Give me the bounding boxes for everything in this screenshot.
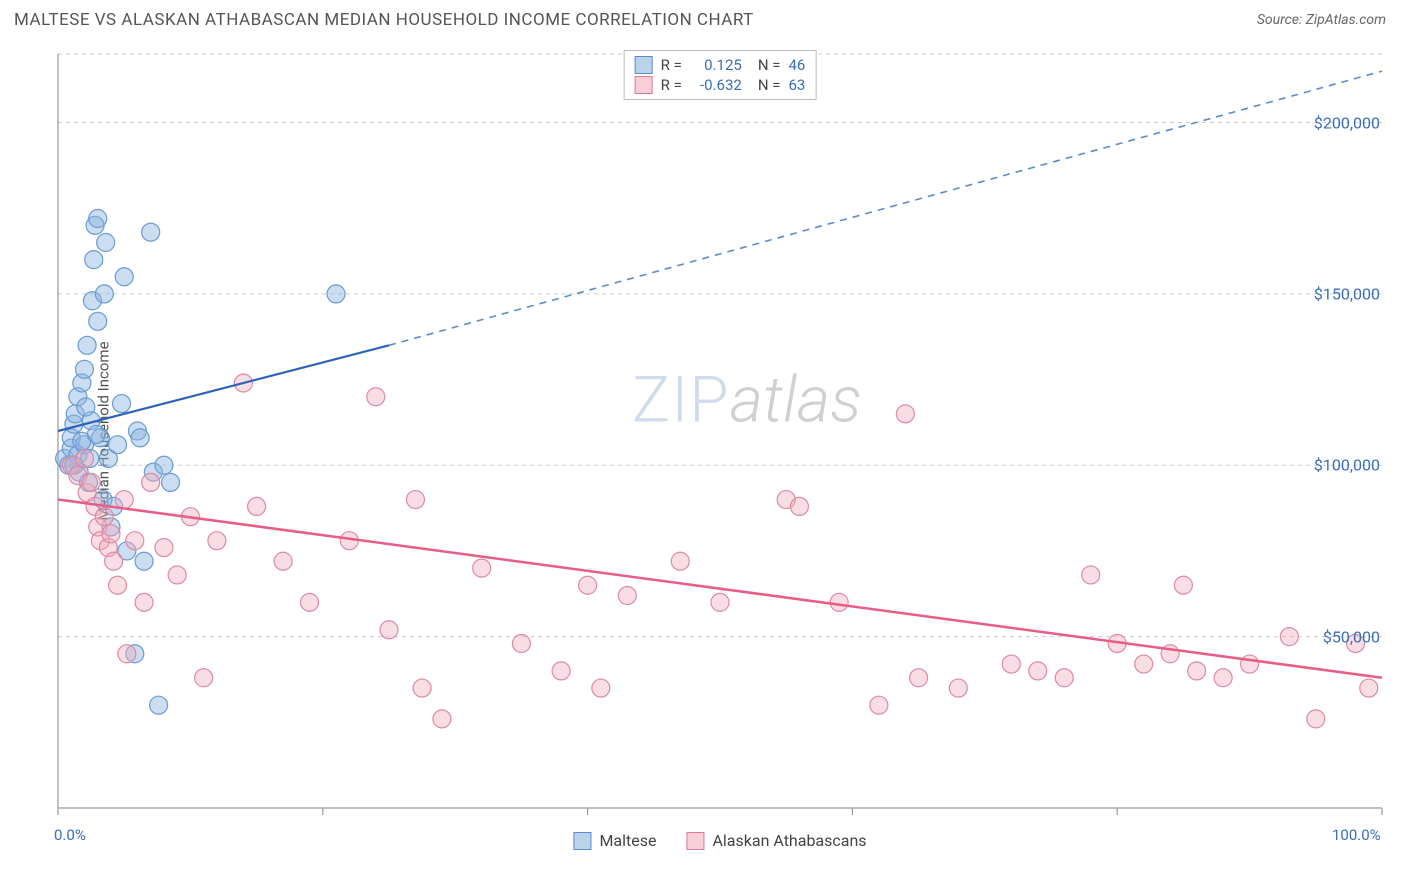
y-tick-label: $200,000 bbox=[1314, 113, 1380, 132]
chart-header: MALTESE VS ALASKAN ATHABASCAN MEDIAN HOU… bbox=[0, 0, 1406, 36]
legend-label-maltese: Maltese bbox=[599, 831, 656, 850]
chart-title: MALTESE VS ALASKAN ATHABASCAN MEDIAN HOU… bbox=[14, 10, 754, 30]
x-tick-label: 100.0% bbox=[1332, 826, 1381, 844]
n-label: N = bbox=[758, 56, 781, 74]
correlation-legend: R = 0.125 N = 46 R = -0.632 N = 63 bbox=[624, 50, 817, 100]
y-tick-label: $50,000 bbox=[1323, 627, 1380, 646]
correlation-row-maltese: R = 0.125 N = 46 bbox=[635, 55, 806, 75]
scatter-plot bbox=[50, 46, 1390, 816]
y-tick-label: $100,000 bbox=[1314, 456, 1380, 475]
r-value-maltese: 0.125 bbox=[690, 56, 742, 74]
y-tick-label: $150,000 bbox=[1314, 284, 1380, 303]
source-prefix: Source: bbox=[1257, 12, 1306, 28]
source-attribution: Source: ZipAtlas.com bbox=[1257, 12, 1386, 28]
correlation-row-athabascan: R = -0.632 N = 63 bbox=[635, 75, 806, 95]
n-label: N = bbox=[758, 76, 781, 94]
r-label: R = bbox=[661, 56, 682, 74]
n-value-maltese: 46 bbox=[788, 56, 805, 74]
x-tick-label: 0.0% bbox=[54, 826, 86, 844]
legend-label-athabascan: Alaskan Athabascans bbox=[712, 831, 866, 850]
chart-area: Median Household Income ZIPatlas R = 0.1… bbox=[50, 46, 1390, 816]
source-name: ZipAtlas.com bbox=[1306, 12, 1386, 28]
r-value-athabascan: -0.632 bbox=[690, 76, 742, 94]
legend-item-maltese: Maltese bbox=[573, 831, 656, 850]
swatch-pink-icon bbox=[686, 832, 704, 850]
n-value-athabascan: 63 bbox=[788, 76, 805, 94]
swatch-blue-icon bbox=[573, 832, 591, 850]
legend-item-athabascan: Alaskan Athabascans bbox=[686, 831, 866, 850]
series-legend: Maltese Alaskan Athabascans bbox=[573, 831, 866, 850]
swatch-blue-icon bbox=[635, 56, 653, 74]
swatch-pink-icon bbox=[635, 76, 653, 94]
r-label: R = bbox=[661, 76, 682, 94]
